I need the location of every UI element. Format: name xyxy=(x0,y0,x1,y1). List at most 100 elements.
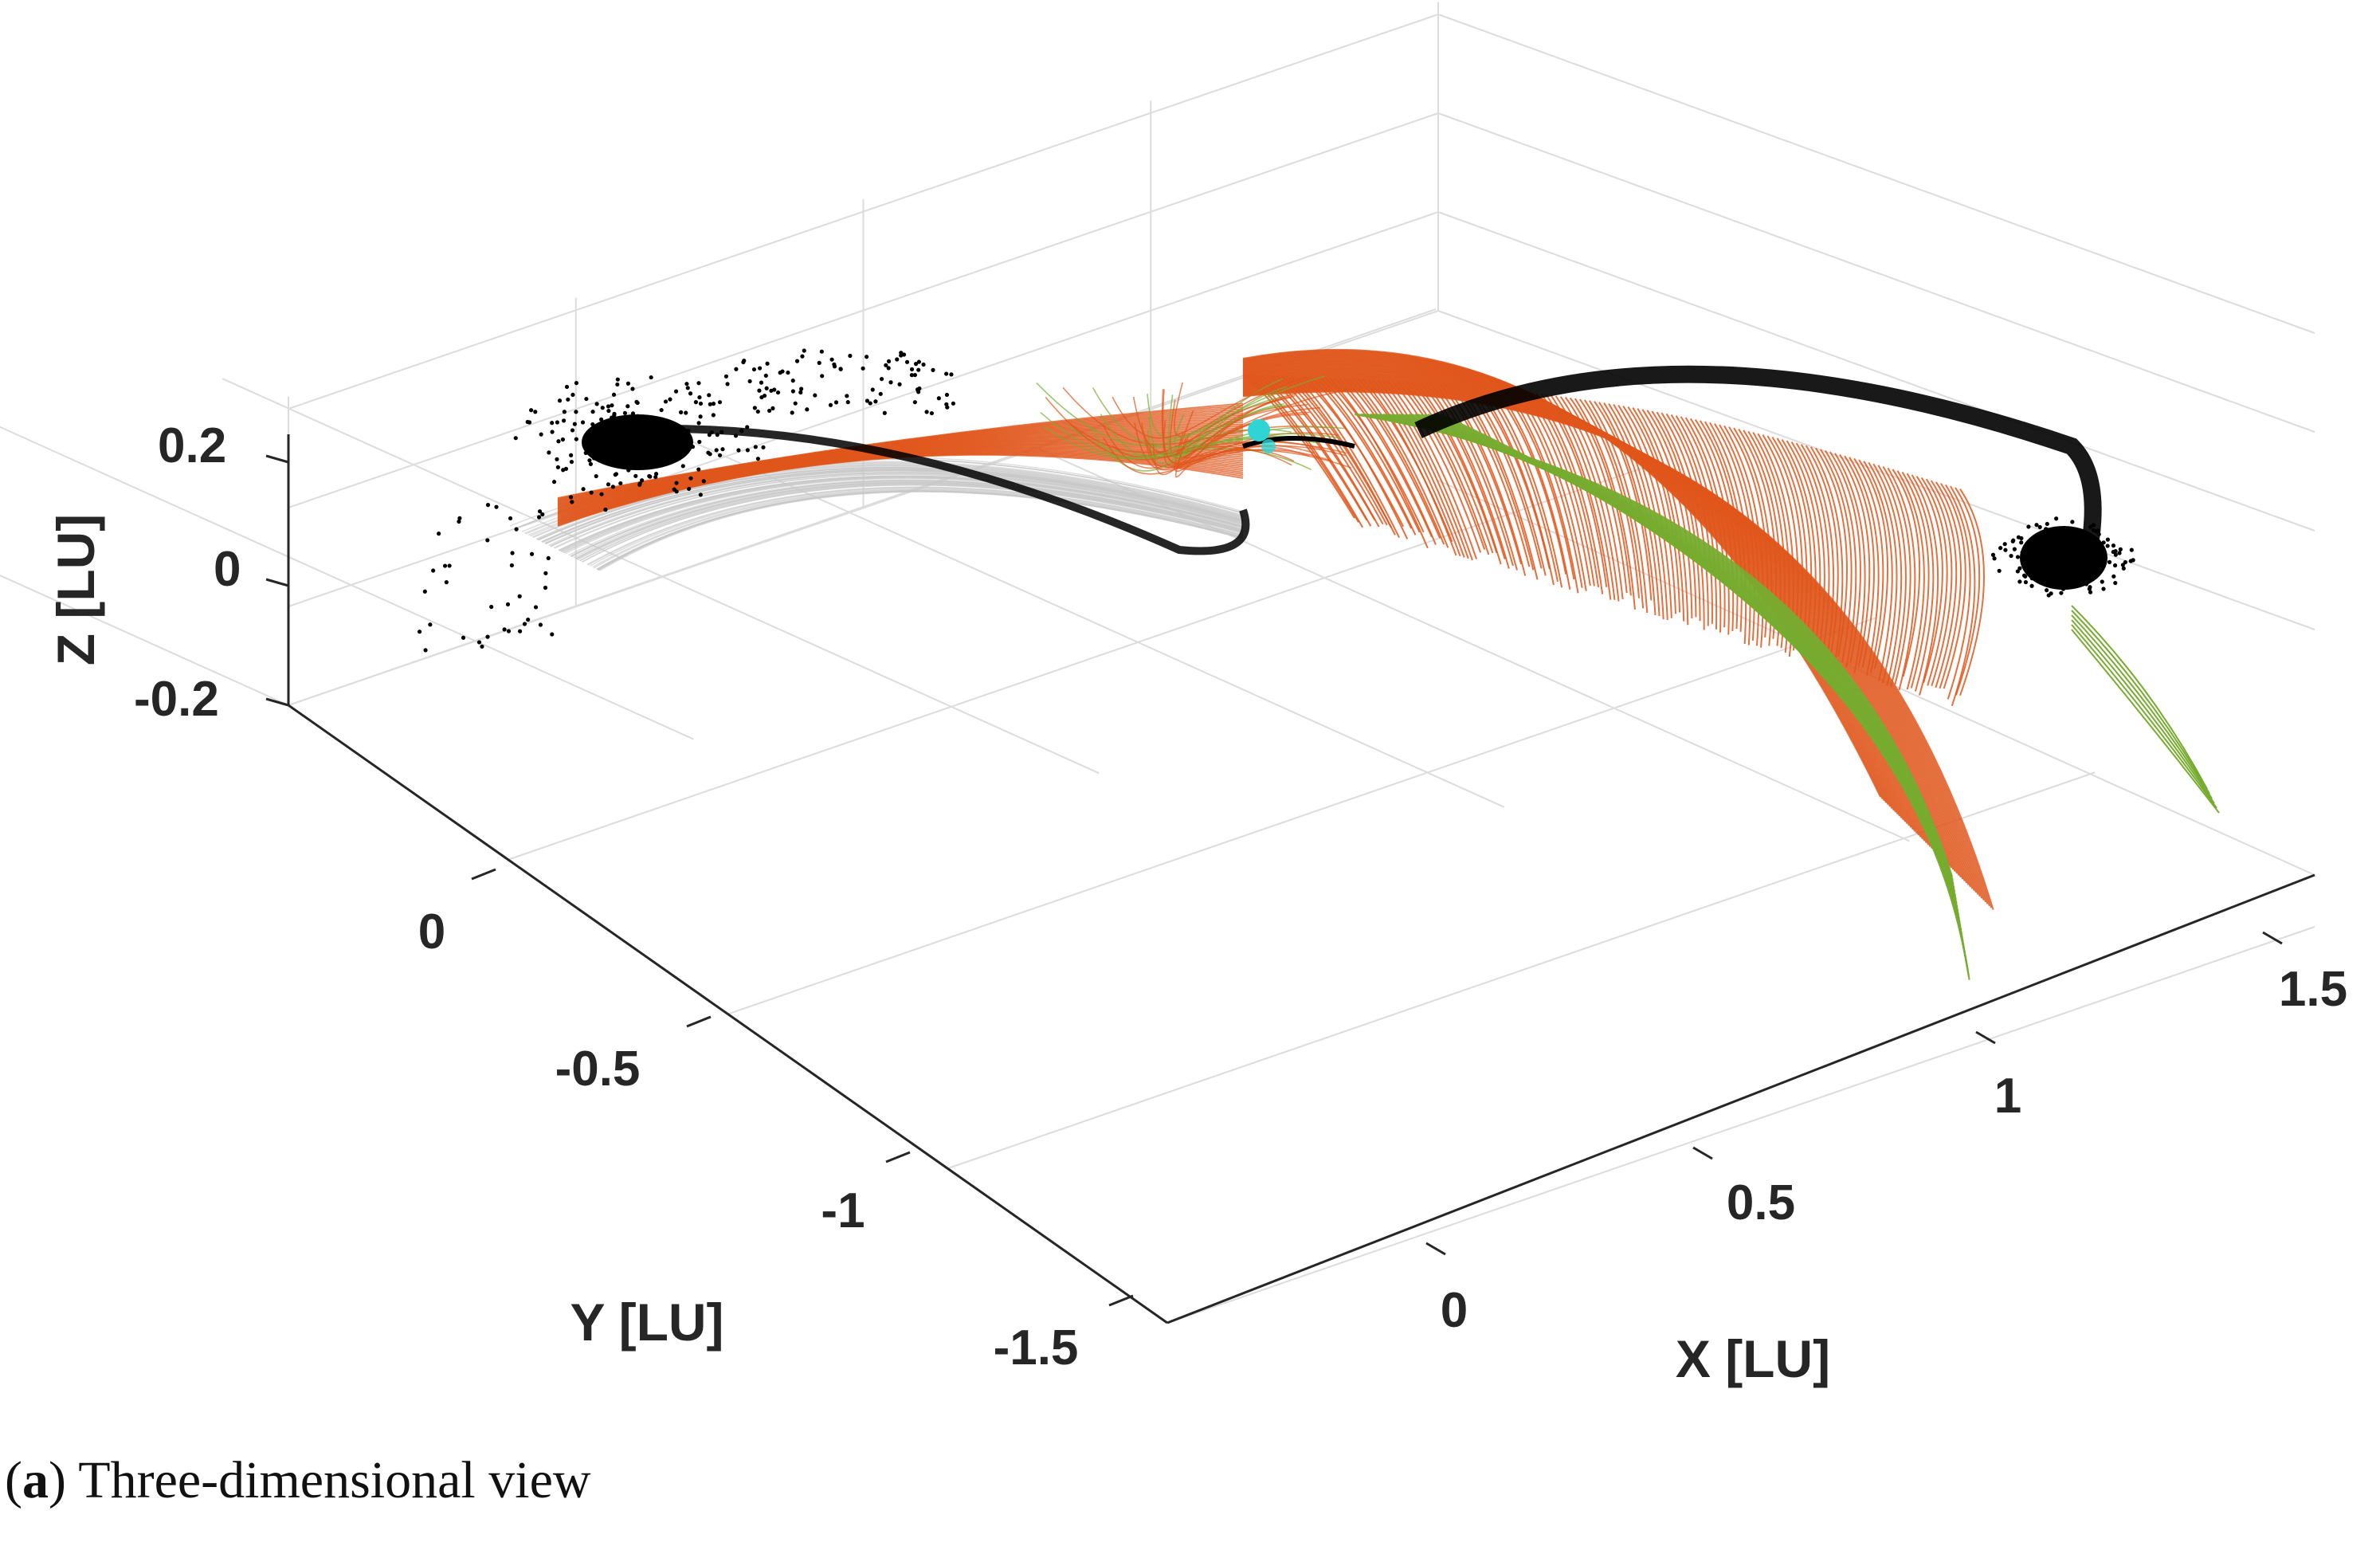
particle-point xyxy=(2046,593,2051,598)
trajectory-line xyxy=(553,473,1244,549)
particle-point xyxy=(2060,535,2064,540)
particle-point xyxy=(594,402,599,406)
particle-point xyxy=(2015,555,2021,559)
particle-point xyxy=(673,437,678,443)
particle-point xyxy=(2039,560,2044,565)
particle-point xyxy=(2113,552,2118,557)
particle-point xyxy=(2054,516,2059,521)
particle-point xyxy=(2037,574,2042,579)
particle-point xyxy=(715,433,719,437)
particle-point xyxy=(527,420,532,425)
trajectory-line xyxy=(1882,465,1911,685)
particle-point xyxy=(2031,548,2036,553)
particle-point xyxy=(1998,546,2003,551)
z-tick xyxy=(265,697,289,707)
grid-line xyxy=(1437,112,2315,433)
particle-point xyxy=(517,594,522,598)
particle-point xyxy=(717,400,723,405)
trajectory-line xyxy=(1940,483,1966,689)
particle-point xyxy=(561,468,566,473)
particle-point xyxy=(599,417,604,422)
trajectory-line xyxy=(2071,605,2208,790)
particle-point xyxy=(640,478,645,483)
particle-point xyxy=(745,425,750,430)
particle-point xyxy=(848,353,853,359)
particle-point xyxy=(476,640,482,645)
trajectory-line xyxy=(1853,457,1884,673)
trajectory-line xyxy=(1627,406,1681,613)
grid-line xyxy=(947,771,2096,1170)
particle-point xyxy=(2016,535,2021,540)
particle-point xyxy=(912,400,917,405)
particle-point xyxy=(687,486,692,492)
particle-point xyxy=(647,473,652,479)
particle-point xyxy=(790,410,794,415)
particle-point xyxy=(2057,556,2062,561)
particle-point xyxy=(2064,561,2069,566)
trajectory-line xyxy=(1372,379,1465,558)
particle-point xyxy=(637,482,642,487)
y-tick xyxy=(1108,1294,1134,1307)
trajectory-line xyxy=(1102,414,1307,469)
particle-point xyxy=(734,367,739,371)
trajectory-line xyxy=(1564,396,1628,594)
particle-point xyxy=(793,401,798,406)
particle-point xyxy=(2021,563,2026,568)
trajectory-lines xyxy=(509,348,2220,980)
particle-point xyxy=(638,425,643,430)
particle-point xyxy=(882,410,887,415)
grid-line xyxy=(288,14,1439,410)
trajectory-line xyxy=(1868,461,1898,684)
particle-point xyxy=(431,568,436,573)
trajectory-line xyxy=(596,489,1244,571)
particle-point xyxy=(2093,546,2099,551)
particle-point xyxy=(2111,543,2116,548)
particle-point xyxy=(736,448,741,453)
particle-point xyxy=(895,357,900,362)
particle-point xyxy=(761,445,766,449)
particle-point xyxy=(868,401,872,406)
trajectory-line xyxy=(1617,404,1672,618)
particle-point xyxy=(2105,537,2110,542)
particle-point xyxy=(696,381,701,386)
particle-point xyxy=(610,485,615,489)
particle-point xyxy=(584,396,589,402)
particle-point xyxy=(2123,559,2127,565)
x-axis-label: X [LU] xyxy=(1676,1329,1830,1388)
particle-point xyxy=(2111,549,2115,555)
particle-point xyxy=(637,461,641,465)
particle-point xyxy=(2002,542,2007,547)
particle-point xyxy=(485,538,490,543)
particle-point xyxy=(667,441,672,446)
particle-point xyxy=(916,390,921,394)
particle-point xyxy=(538,622,543,627)
particle-point xyxy=(2082,567,2087,572)
z-axis-label: Z [LU] xyxy=(46,514,105,666)
particle-point xyxy=(649,453,654,458)
particle-point xyxy=(2087,543,2092,547)
trajectory-line xyxy=(2071,610,2210,795)
particle-point xyxy=(2083,559,2088,564)
particle-point xyxy=(916,359,921,364)
particle-point xyxy=(653,449,658,454)
grid-line xyxy=(1166,926,2315,1324)
particle-point xyxy=(2033,555,2038,560)
trajectory-line xyxy=(1896,470,1925,690)
particle-point xyxy=(551,480,557,485)
particle-point xyxy=(752,406,757,410)
particle-point xyxy=(2097,547,2102,552)
particle-point xyxy=(656,436,661,441)
trajectory-line xyxy=(1935,481,1962,689)
particle-point xyxy=(574,437,578,441)
particle-point xyxy=(913,362,919,367)
particle-point xyxy=(550,421,555,426)
particle-point xyxy=(2061,531,2067,536)
particle-point xyxy=(693,400,699,405)
particle-point xyxy=(2121,566,2126,571)
particle-point xyxy=(2077,562,2083,567)
particle-point xyxy=(690,445,696,449)
trajectory-line xyxy=(1353,378,1449,548)
trajectory-line xyxy=(1839,453,1871,668)
particle-point xyxy=(572,422,577,426)
particle-point xyxy=(533,605,539,610)
